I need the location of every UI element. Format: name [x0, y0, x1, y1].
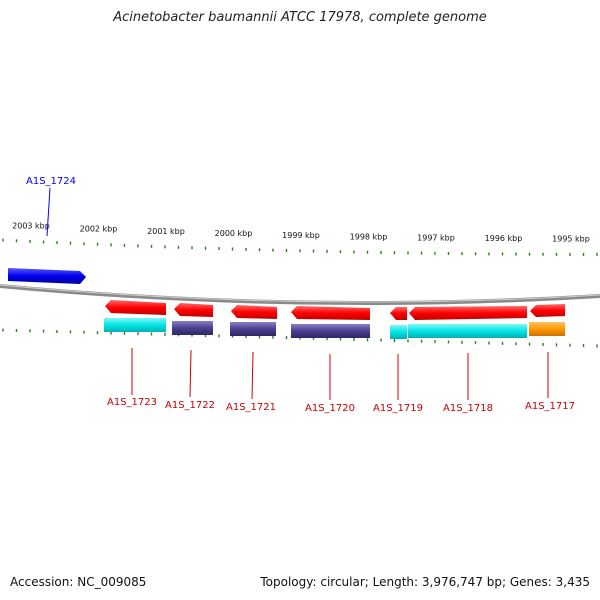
gene-reverse-A1S_1718[interactable]: A1S_1718 — [408, 306, 527, 414]
gene-reverse-A1S_1723[interactable]: A1S_1723 — [104, 300, 166, 408]
gene-label: A1S_1719 — [373, 403, 423, 414]
gene-arrow[interactable] — [174, 303, 213, 317]
genome-backbone — [0, 284, 600, 306]
gene-arrow[interactable] — [530, 304, 565, 317]
gene-label-leader — [189, 349, 192, 398]
gene-label-leader — [46, 187, 51, 237]
gene-forward-A1S_1724[interactable]: A1S_1724 — [8, 176, 86, 284]
cds-block[interactable] — [230, 322, 276, 336]
scale-label: 2003 kbp — [12, 221, 50, 230]
gene-label-leader — [251, 351, 254, 400]
genome-title: Acinetobacter baumannii ATCC 17978, comp… — [113, 10, 487, 25]
scale-labels: 2003 kbp 2002 kbp 2001 kbp 2000 kbp 1999 kbp… — [12, 221, 590, 243]
gene-label: A1S_1724 — [26, 176, 76, 187]
scale-label: 1996 kbp — [485, 234, 523, 243]
gene-label: A1S_1722 — [165, 400, 215, 411]
gene-arrow[interactable] — [8, 268, 86, 284]
gene-arrow[interactable] — [409, 306, 527, 320]
gene-arrow[interactable] — [231, 305, 277, 319]
cds-block[interactable] — [172, 321, 213, 335]
scale-label: 1997 kbp — [417, 233, 455, 242]
scale-label: 1998 kbp — [350, 232, 388, 241]
scale-label: 1999 kbp — [282, 231, 320, 240]
genome-summary-text: Topology: circular; Length: 3,976,747 bp… — [260, 575, 590, 589]
cds-block[interactable] — [529, 322, 565, 336]
gene-reverse-A1S_1720[interactable]: A1S_1720 — [291, 306, 370, 414]
scale-label: 2000 kbp — [215, 229, 253, 238]
scale-label: 2001 kbp — [147, 227, 185, 236]
gene-reverse-A1S_1719[interactable]: A1S_1719 — [373, 307, 423, 414]
scale-label: 1995 kbp — [552, 234, 590, 243]
cds-block[interactable] — [291, 324, 370, 338]
genome-backbone-highlight — [0, 284, 600, 303]
gene-label: A1S_1718 — [443, 403, 493, 414]
scale-label: 2002 kbp — [80, 224, 118, 233]
gene-arrow[interactable] — [105, 300, 166, 315]
gene-label: A1S_1720 — [305, 403, 355, 414]
gene-arrow[interactable] — [390, 307, 407, 320]
gene-label: A1S_1717 — [525, 401, 575, 412]
gene-reverse-A1S_1721[interactable]: A1S_1721 — [226, 305, 277, 413]
cds-block[interactable] — [104, 318, 166, 332]
gene-reverse-A1S_1717[interactable]: A1S_1717 — [525, 304, 575, 412]
gene-label: A1S_1721 — [226, 402, 276, 413]
cds-block[interactable] — [390, 325, 407, 339]
scale-ticks-top — [2, 238, 598, 256]
gene-reverse-A1S_1722[interactable]: A1S_1722 — [165, 303, 215, 411]
gene-label: A1S_1723 — [107, 397, 157, 408]
cds-block[interactable] — [408, 324, 527, 338]
gene-arrow[interactable] — [291, 306, 370, 320]
accession-text: Accession: NC_009085 — [10, 575, 147, 589]
